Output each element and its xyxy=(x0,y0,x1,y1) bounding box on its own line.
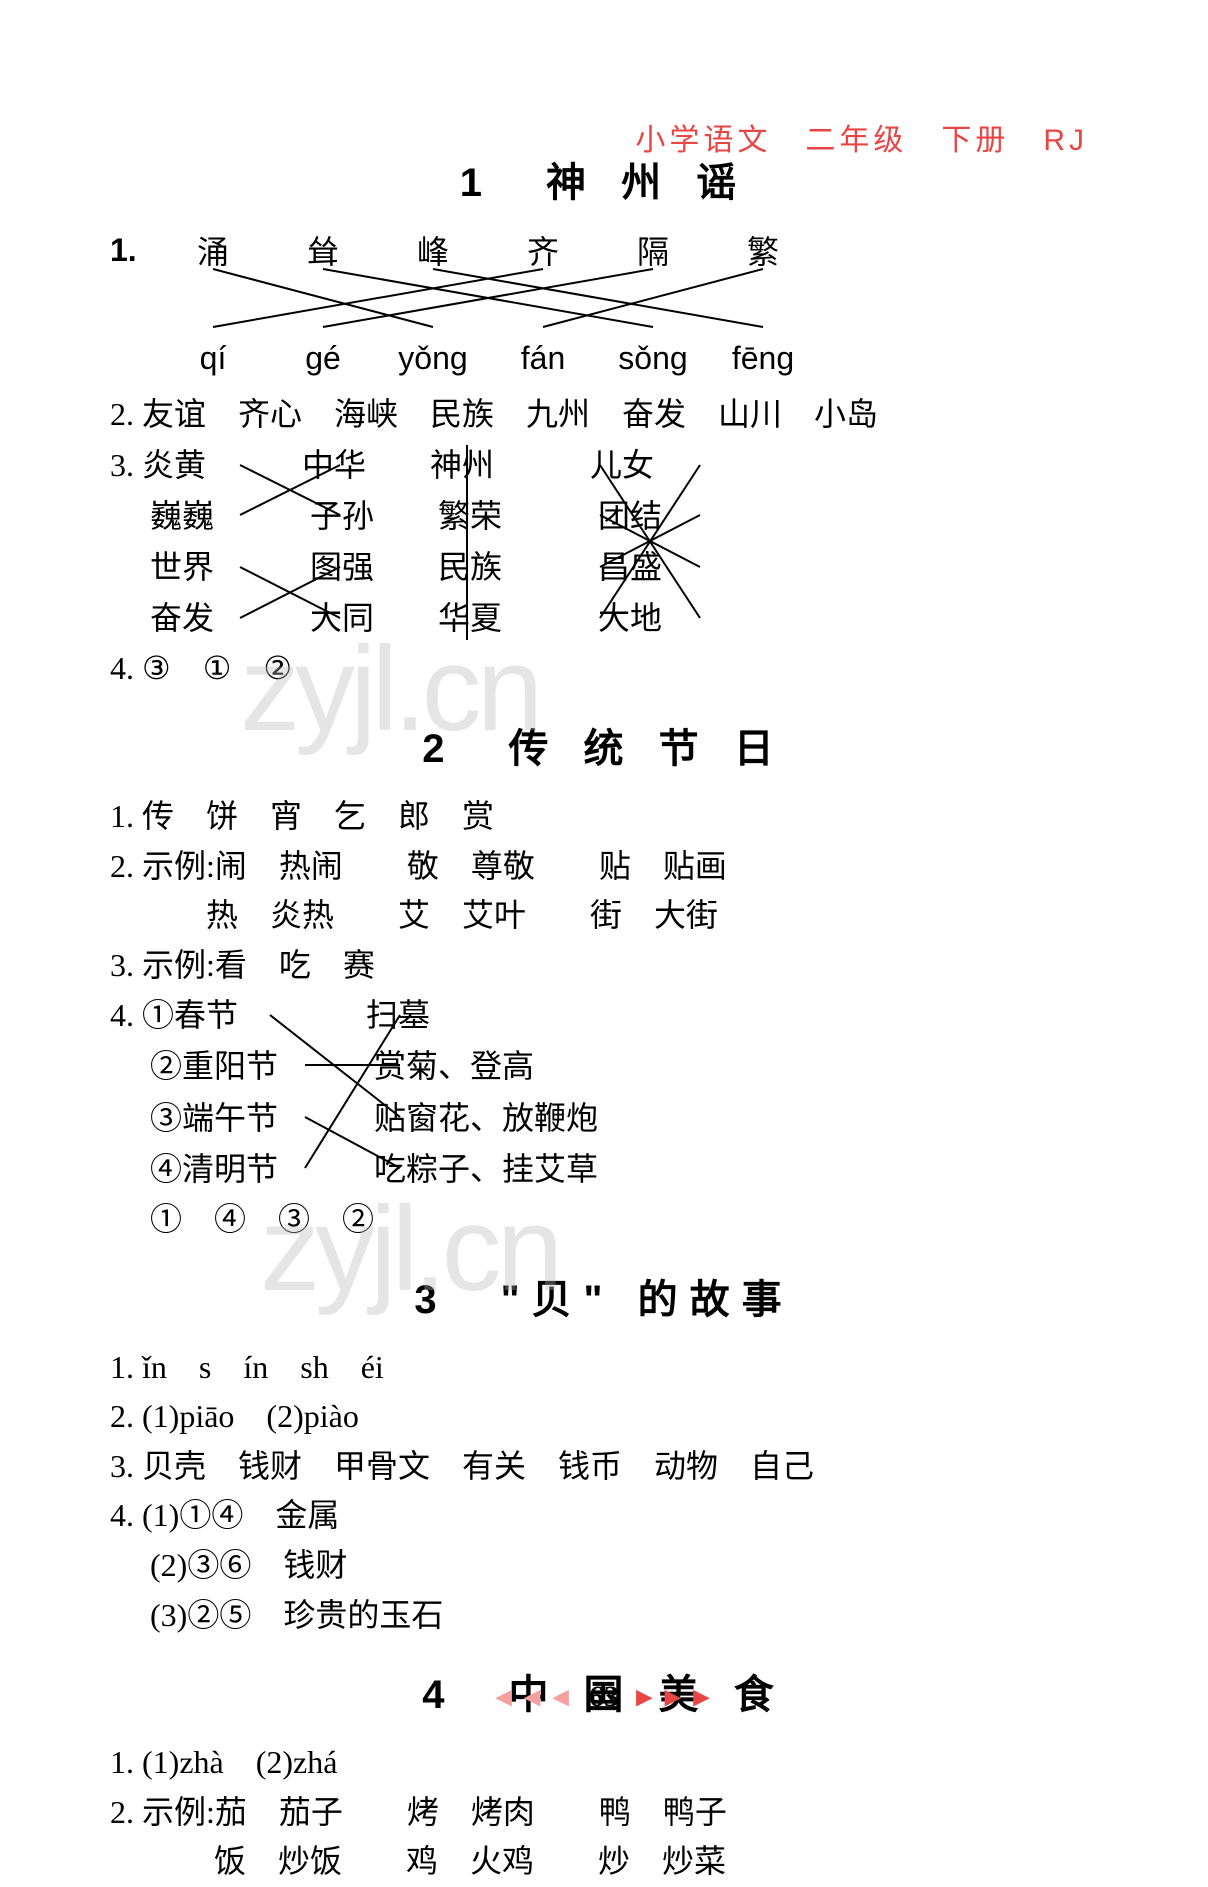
q2-line: 2. 友谊 齐心 海峡 民族 九州 奋发 山川 小岛 xyxy=(110,390,1108,440)
pinyin-cell: fēng xyxy=(708,333,818,384)
pinyin-cell: gé xyxy=(268,333,378,384)
page-footer: ◂ ◂ ◂ 63 ▸ ▸ ▸ xyxy=(0,1679,1208,1714)
char-cell: 峰 xyxy=(378,227,488,278)
s3-line: 4. (1)①④ 金属 xyxy=(110,1491,1108,1541)
section-1: 1 神 州 谣 1. 涌 耸 峰 齐 隔 繁 qí gé yǒng fán sǒ… xyxy=(100,150,1108,694)
s2-line: 2. 示例:闹 热闹 敬 尊敬 贴 贴画 xyxy=(110,842,1108,892)
arrow-left-icon: ◂ ◂ ◂ xyxy=(496,1680,571,1713)
pinyin-cell: sǒng xyxy=(598,333,708,384)
section-3-title: 3 "贝" 的故事 xyxy=(100,1267,1108,1325)
pinyin-cell: yǒng xyxy=(378,333,488,384)
char-cell: 隔 xyxy=(598,227,708,278)
s2-line: 热 炎热 艾 艾叶 街 大街 xyxy=(110,891,1108,941)
s4-line: 1. (1)zhà (2)zhá xyxy=(110,1738,1108,1788)
q1-bottom-row: qí gé yǒng fán sǒng fēng xyxy=(158,333,1108,384)
s3-line: (2)③⑥ 钱财 xyxy=(110,1541,1108,1591)
pinyin-cell: qí xyxy=(158,333,268,384)
s2-q4-matching: 4. ①春节 扫墓 ②重阳节 赏菊、登高 ③端午节 贴窗花、放鞭炮 ④清明节 吃… xyxy=(110,990,1108,1195)
s2-line: 1. 传 饼 宵 乞 郎 赏 xyxy=(110,792,1108,842)
char-cell: 涌 xyxy=(158,227,268,278)
char-cell: 耸 xyxy=(268,227,378,278)
s2-q4-order: ① ④ ③ ② xyxy=(110,1195,1108,1245)
q4-line: 4. ③ ① ② xyxy=(110,644,1108,694)
q3-matching: 3. 炎黄 中华 神州 儿女 巍巍 子孙 繁荣 团结 世界 图强 民族 昌盛 奋… xyxy=(110,440,1108,645)
pinyin-cell: fán xyxy=(488,333,598,384)
section-3: 3 "贝" 的故事 1. ǐn s ín sh éi 2. (1)piāo (2… xyxy=(100,1267,1108,1641)
q1-matching: 涌 耸 峰 齐 隔 繁 qí gé yǒng fán sǒng fēng xyxy=(158,227,1108,384)
s3-line: 2. (1)piāo (2)piào xyxy=(110,1392,1108,1442)
char-cell: 繁 xyxy=(708,227,818,278)
page-header: 小学语文 二年级 下册 RJ xyxy=(635,115,1088,159)
s3-line: (3)②⑤ 珍贵的玉石 xyxy=(110,1591,1108,1641)
section-2: 2 传 统 节 日 1. 传 饼 宵 乞 郎 赏 2. 示例:闹 热闹 敬 尊敬… xyxy=(100,716,1108,1245)
q1-top-row: 涌 耸 峰 齐 隔 繁 xyxy=(158,227,1108,278)
section-2-title: 2 传 统 节 日 xyxy=(100,716,1108,774)
s3-line: 1. ǐn s ín sh éi xyxy=(110,1343,1108,1393)
s3-line: 3. 贝壳 钱财 甲骨文 有关 钱币 动物 自己 xyxy=(110,1442,1108,1492)
arrow-right-icon: ▸ ▸ ▸ xyxy=(637,1680,712,1713)
s4-line: 饭 炒饭 鸡 火鸡 炒 炒菜 xyxy=(110,1837,1108,1887)
char-cell: 齐 xyxy=(488,227,598,278)
s4-line: 2. 示例:茄 茄子 烤 烤肉 鸭 鸭子 xyxy=(110,1788,1108,1838)
s2-line: 3. 示例:看 吃 赛 xyxy=(110,941,1108,991)
page-number: 63 xyxy=(589,1680,619,1713)
